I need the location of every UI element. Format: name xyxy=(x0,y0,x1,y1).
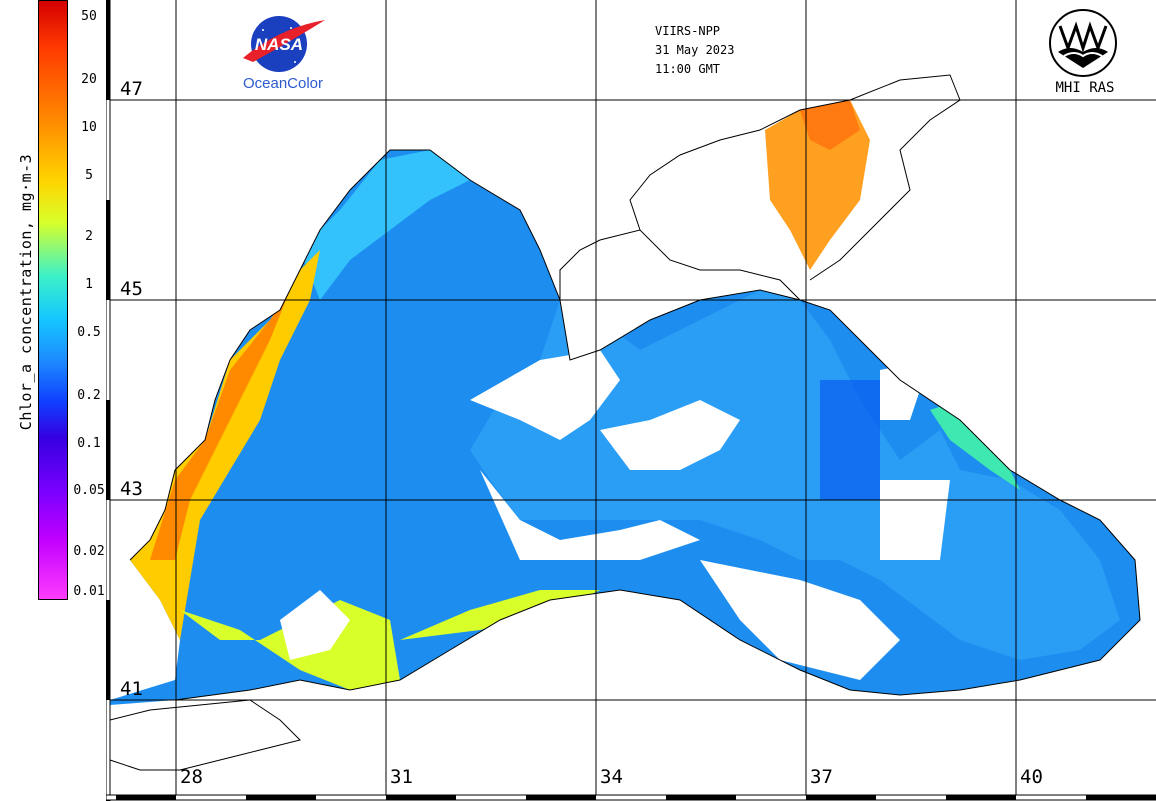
colorbar-tick: 0.05 xyxy=(72,483,106,498)
colorbar-tick: 5 xyxy=(72,168,106,183)
colorbar-tick: 1 xyxy=(72,277,106,292)
lon-label: 34 xyxy=(600,766,623,788)
colorbar-tick: 2 xyxy=(72,229,106,244)
colorbar-tick: 20 xyxy=(72,72,106,87)
colorbar-tick: 10 xyxy=(72,120,106,135)
black-sea-chlorophyll-map xyxy=(106,0,1156,801)
lon-label: 40 xyxy=(1020,766,1043,788)
oceancolor-label: OceanColor xyxy=(242,75,324,92)
frame-scale-bars xyxy=(106,0,1156,801)
chlorophyll-field xyxy=(110,150,1140,720)
lon-label: 31 xyxy=(390,766,413,788)
colorbar-title: Chlor_a concentration, mg·m-3 xyxy=(17,153,35,431)
chlorophyll-colorbar xyxy=(38,0,68,600)
acquisition-date: 31 May 2023 xyxy=(655,43,735,57)
image-header: VIIRS-NPP 31 May 2023 11:00 GMT xyxy=(655,22,734,79)
colorbar-tick: 0.01 xyxy=(72,584,106,599)
colorbar-tick: 0.5 xyxy=(72,325,106,340)
sensor-name: VIIRS-NPP xyxy=(655,24,721,38)
lat-label: 41 xyxy=(120,678,143,700)
lat-label: 47 xyxy=(120,78,143,100)
colorbar-tick: 0.02 xyxy=(72,544,106,559)
lat-label: 45 xyxy=(120,278,143,300)
nasa-logo-text: NASA xyxy=(255,35,303,54)
acquisition-time: 11:00 GMT xyxy=(655,62,721,76)
coastline xyxy=(109,74,1141,771)
azov-sea-chlorophyll xyxy=(765,100,870,270)
lat-label: 43 xyxy=(120,478,143,500)
lon-label: 37 xyxy=(810,766,833,788)
colorbar-tick: 50 xyxy=(72,9,106,24)
graticule xyxy=(110,0,1156,795)
mhi-ras-logo-icon xyxy=(1049,9,1117,77)
lon-label: 28 xyxy=(180,766,203,788)
nasa-logo-icon: NASA xyxy=(243,16,325,72)
colorbar-tick: 0.2 xyxy=(72,388,106,403)
mhi-ras-label: MHI RAS xyxy=(1055,80,1115,96)
colorbar-tick: 0.1 xyxy=(72,436,106,451)
